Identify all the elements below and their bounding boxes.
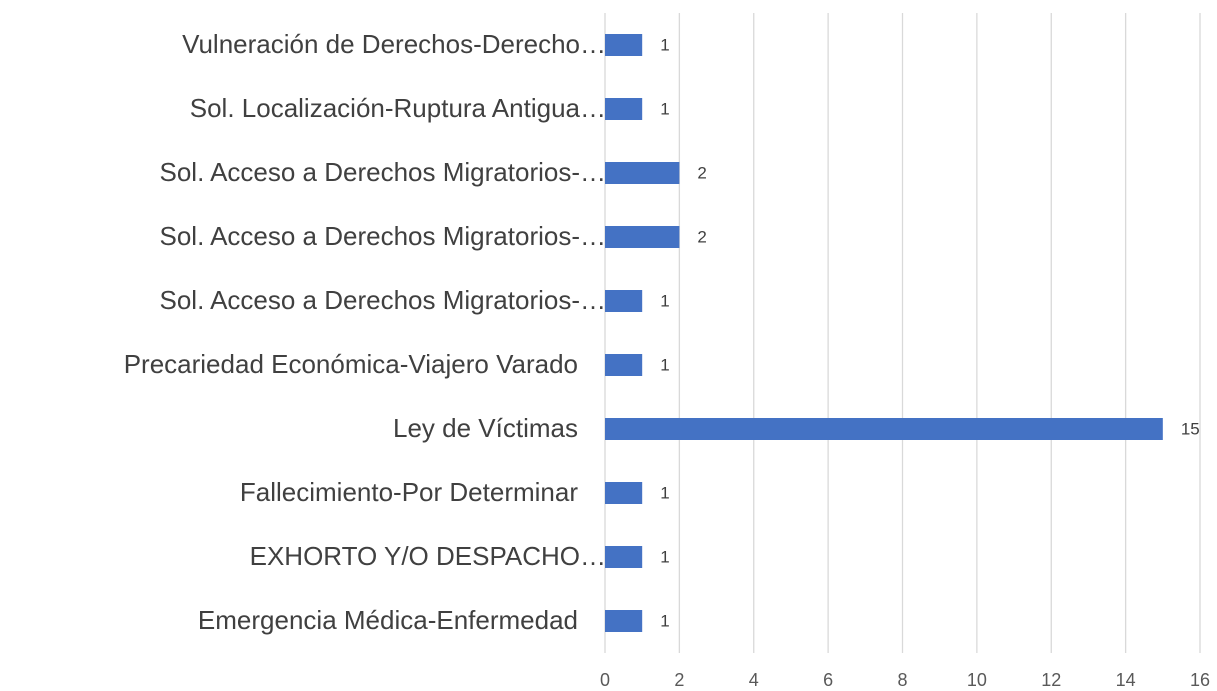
y-tick-label: Ley de Víctimas xyxy=(393,413,578,443)
bar xyxy=(605,610,643,632)
x-tick-label: 12 xyxy=(1041,670,1061,690)
y-tick-label: Fallecimiento-Por Determinar xyxy=(240,477,578,507)
x-tick-label: 16 xyxy=(1190,670,1210,690)
x-tick-label: 8 xyxy=(897,670,907,690)
data-label: 2 xyxy=(697,227,706,246)
bar xyxy=(605,418,1163,440)
data-label: 1 xyxy=(660,99,669,118)
y-tick-label: Emergencia Médica-Enfermedad xyxy=(198,605,578,635)
y-tick-label: Sol. Acceso a Derechos Migratorios-… xyxy=(159,221,606,251)
bar xyxy=(605,546,643,568)
data-label: 1 xyxy=(660,483,669,502)
data-label: 15 xyxy=(1181,419,1200,438)
bar xyxy=(605,34,643,56)
x-tick-label: 14 xyxy=(1116,670,1136,690)
x-tick-label: 2 xyxy=(674,670,684,690)
data-label: 2 xyxy=(697,163,706,182)
data-label: 1 xyxy=(660,547,669,566)
x-tick-label: 10 xyxy=(967,670,987,690)
bar xyxy=(605,98,643,120)
y-tick-label: Sol. Acceso a Derechos Migratorios-… xyxy=(159,285,606,315)
bar xyxy=(605,290,643,312)
x-tick-label: 4 xyxy=(749,670,759,690)
y-tick-label: Sol. Acceso a Derechos Migratorios-… xyxy=(159,157,606,187)
bar xyxy=(605,226,680,248)
y-tick-label: Sol. Localización-Ruptura Antigua… xyxy=(190,93,606,123)
y-tick-label: Vulneración de Derechos-Derecho… xyxy=(182,29,606,59)
data-label: 1 xyxy=(660,611,669,630)
x-tick-label: 6 xyxy=(823,670,833,690)
data-label: 1 xyxy=(660,355,669,374)
y-tick-label: Precariedad Económica-Viajero Varado xyxy=(124,349,578,379)
bar xyxy=(605,162,680,184)
bar xyxy=(605,354,643,376)
bar xyxy=(605,482,643,504)
data-label: 1 xyxy=(660,291,669,310)
y-tick-label: EXHORTO Y/O DESPACHO… xyxy=(250,541,606,571)
data-label: 1 xyxy=(660,35,669,54)
x-tick-label: 0 xyxy=(600,670,610,690)
